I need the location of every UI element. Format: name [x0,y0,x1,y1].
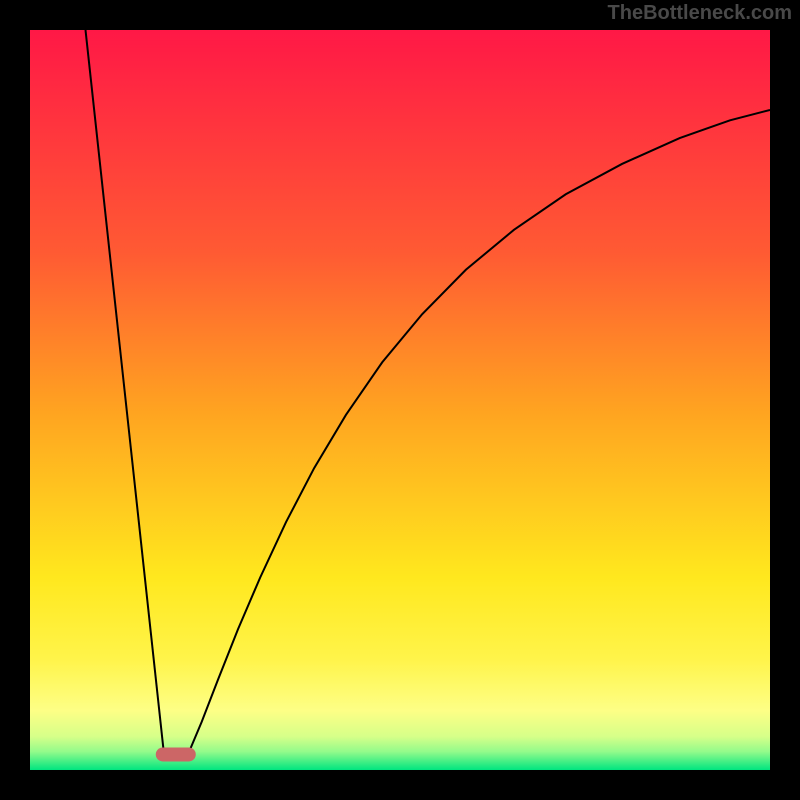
attribution-label: TheBottleneck.com [608,2,792,25]
chart-container: TheBottleneck.com [0,0,800,800]
optimum-marker [156,747,196,761]
bottleneck-curve-chart [30,30,770,770]
gradient-background [30,30,770,770]
